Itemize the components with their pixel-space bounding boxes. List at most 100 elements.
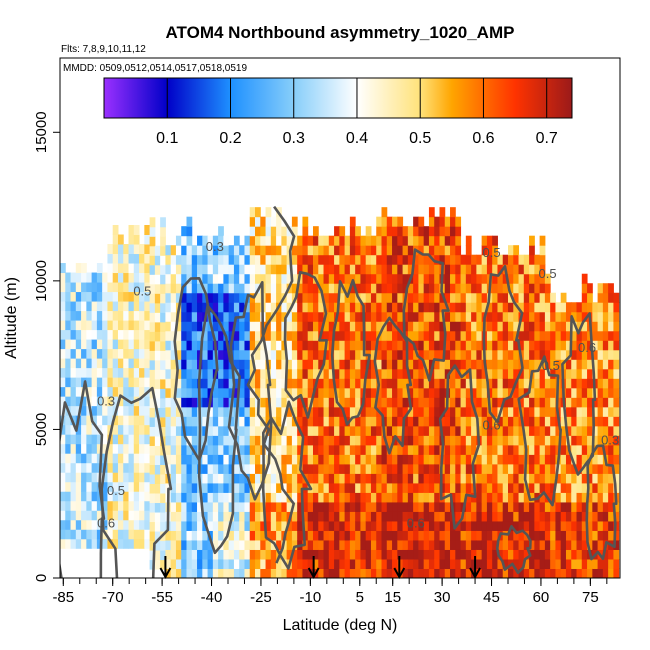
heatmap-cell [186, 482, 193, 493]
heatmap-cell [423, 264, 430, 275]
heatmap-cell [249, 520, 256, 531]
heatmap-cell [344, 549, 351, 560]
heatmap-cell [323, 549, 330, 560]
heatmap-cell [112, 291, 119, 302]
heatmap-cell [539, 425, 546, 436]
heatmap-cell [455, 368, 462, 379]
heatmap-cell [186, 539, 193, 550]
heatmap-cell [149, 340, 156, 351]
heatmap-cell [465, 359, 472, 370]
heatmap-cell [128, 424, 135, 435]
heatmap-cell [344, 273, 351, 284]
heatmap-cell [291, 558, 298, 569]
heatmap-cell [139, 377, 145, 388]
heatmap-cell [323, 425, 330, 436]
heatmap-cell [450, 520, 456, 531]
heatmap-cell [255, 264, 261, 275]
heatmap-cell [397, 264, 404, 275]
heatmap-cell [365, 387, 372, 398]
heatmap-cell [249, 226, 256, 237]
heatmap-cell [460, 539, 467, 550]
heatmap-cell [75, 310, 82, 321]
heatmap-cell [223, 425, 230, 436]
heatmap-cell [587, 530, 593, 541]
heatmap-cell [244, 302, 251, 313]
heatmap-cell [81, 424, 87, 435]
heatmap-cell [223, 273, 230, 284]
heatmap-cell [344, 302, 351, 313]
heatmap-cell [297, 435, 303, 446]
heatmap-cell [197, 302, 203, 313]
heatmap-cell [518, 302, 525, 313]
heatmap-cell [428, 492, 435, 503]
heatmap-cell [476, 473, 483, 484]
heatmap-cell [476, 359, 483, 370]
heatmap-cell [297, 387, 303, 398]
heatmap-cell [597, 539, 604, 550]
heatmap-cell [154, 483, 161, 494]
heatmap-cell [165, 359, 172, 370]
x-axis: -85 -70 -55 -40 -25 -10 5 15 30 45 60 75 [52, 578, 608, 606]
heatmap-cell [334, 539, 340, 550]
heatmap-cell [381, 216, 388, 227]
heatmap-cell [70, 386, 77, 397]
heatmap-cell [270, 473, 277, 484]
heatmap-cell [270, 463, 277, 474]
heatmap-cell [244, 311, 251, 322]
heatmap-cell [270, 406, 277, 417]
heatmap-cell [239, 530, 245, 541]
heatmap-cell [312, 425, 319, 436]
heatmap-cell [397, 539, 404, 550]
heatmap-cell [560, 520, 567, 531]
heatmap-cell [191, 264, 198, 275]
heatmap-cell [508, 416, 514, 427]
heatmap-cell [202, 539, 209, 550]
heatmap-cell [418, 264, 425, 275]
heatmap-cell [539, 492, 546, 503]
heatmap-cell [307, 311, 314, 322]
heatmap-cell [75, 301, 82, 312]
heatmap-cell [555, 340, 562, 351]
heatmap-cell [471, 425, 477, 436]
heatmap-cell [534, 520, 541, 531]
heatmap-cell [107, 491, 114, 502]
heatmap-cell [202, 463, 209, 474]
heatmap-cell [144, 367, 151, 378]
heatmap-cell [508, 444, 514, 455]
heatmap-cell [123, 500, 130, 511]
heatmap-cell [602, 311, 609, 322]
heatmap-cell [392, 558, 398, 569]
heatmap-cell [555, 549, 562, 560]
heatmap-cell [244, 368, 251, 379]
heatmap-cell [370, 311, 377, 322]
heatmap-cell [534, 292, 541, 303]
heatmap-cell [323, 330, 330, 341]
heatmap-cell [307, 406, 314, 417]
heatmap-cell [160, 388, 166, 399]
heatmap-cell [323, 416, 330, 427]
heatmap-cell [212, 482, 219, 493]
heatmap-cell [492, 311, 498, 322]
heatmap-cell [381, 349, 388, 360]
heatmap-cell [592, 311, 599, 322]
heatmap-cell [328, 520, 335, 531]
heatmap-cell [128, 253, 135, 264]
heatmap-cell [276, 311, 282, 322]
heatmap-cell [117, 434, 124, 445]
heatmap-cell [481, 549, 488, 560]
heatmap-cell [323, 482, 330, 493]
heatmap-cell [550, 368, 556, 379]
heatmap-cell [476, 340, 483, 351]
heatmap-cell [302, 520, 309, 531]
heatmap-cell [465, 406, 472, 417]
heatmap-cell [502, 292, 509, 303]
heatmap-cell [60, 339, 66, 350]
heatmap-cell [534, 359, 541, 370]
heatmap-cell [281, 511, 288, 522]
heatmap-cell [386, 359, 393, 370]
heatmap-cell [370, 264, 377, 275]
heatmap-cell [175, 501, 182, 512]
heatmap-cell [608, 511, 614, 522]
heatmap-cell [212, 435, 219, 446]
heatmap-cell [70, 462, 77, 473]
